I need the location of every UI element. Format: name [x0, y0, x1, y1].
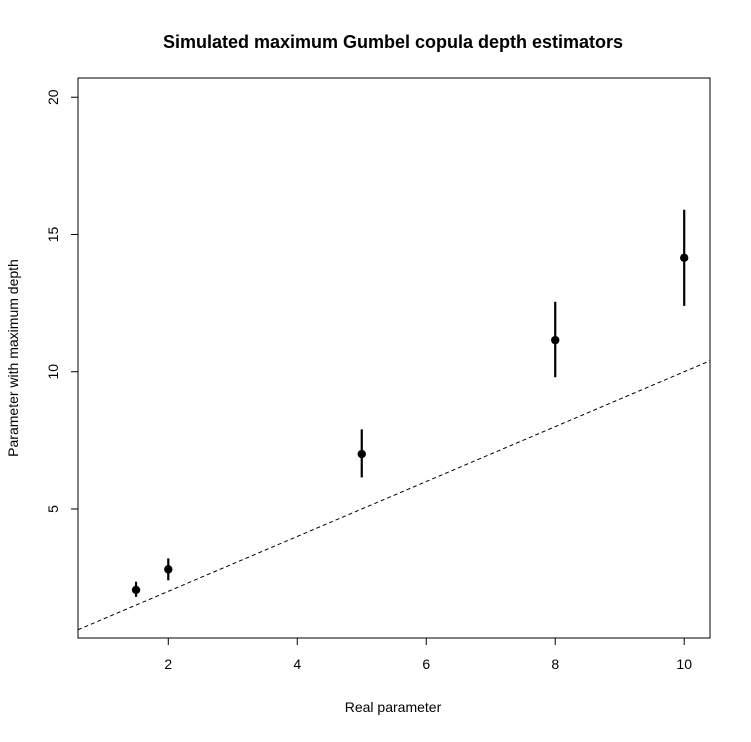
- y-axis-label: Parameter with maximum depth: [5, 259, 21, 457]
- data-point: [164, 565, 173, 574]
- chart-title: Simulated maximum Gumbel copula depth es…: [163, 32, 623, 52]
- x-axis: 2 4 6 8 10: [164, 637, 692, 672]
- data-point: [131, 585, 141, 595]
- data-points: [131, 209, 689, 597]
- y-tick-label: 15: [45, 226, 61, 242]
- x-tick-label: 2: [164, 656, 172, 672]
- y-tick-label: 10: [45, 364, 61, 380]
- plot-area-border: [77, 77, 711, 639]
- x-tick-label: 4: [293, 656, 301, 672]
- data-point: [551, 335, 560, 345]
- x-tick-label: 10: [676, 656, 692, 672]
- x-tick-label: 6: [422, 656, 430, 672]
- x-tick-label: 8: [551, 656, 559, 672]
- y-tick-label: 20: [45, 89, 61, 105]
- reference-line: [77, 360, 711, 631]
- data-point: [357, 449, 366, 459]
- y-axis: 5 10 15 20: [45, 89, 79, 513]
- data-point: [680, 253, 689, 263]
- x-axis-label: Real parameter: [345, 699, 442, 715]
- y-tick-label: 5: [45, 505, 61, 513]
